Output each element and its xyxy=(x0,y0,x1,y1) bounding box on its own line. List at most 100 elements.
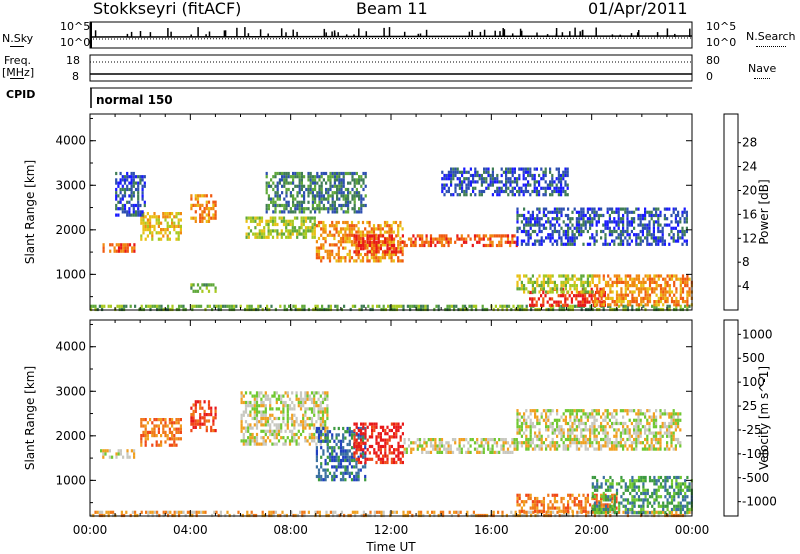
power-cell xyxy=(644,293,647,297)
power-cell xyxy=(617,242,620,246)
power-cell xyxy=(281,178,284,182)
nsky-label: N.Sky xyxy=(2,32,34,45)
velocity-cell xyxy=(171,424,174,428)
velocity-cell xyxy=(288,416,292,421)
power-cell xyxy=(564,294,567,298)
power-cell xyxy=(603,294,606,298)
power-cell xyxy=(340,171,343,176)
velocity-cell xyxy=(126,455,129,459)
power-cell xyxy=(394,220,398,225)
power-cell xyxy=(362,237,365,241)
velocity-cell xyxy=(545,428,548,432)
power-cell xyxy=(296,171,299,176)
velocity-cell xyxy=(306,394,309,398)
power-cell xyxy=(458,170,461,174)
velocity-cell xyxy=(606,421,609,426)
power-cell xyxy=(581,303,584,307)
power-cell xyxy=(644,296,647,300)
power-cell xyxy=(328,259,332,263)
power-cell xyxy=(283,304,286,308)
power-cell xyxy=(177,224,180,228)
velocity-cell xyxy=(250,510,253,514)
velocity-cell xyxy=(180,510,183,514)
velocity-cell xyxy=(337,458,340,463)
power-cell xyxy=(168,215,171,219)
power-cell xyxy=(348,249,351,253)
velocity-cell xyxy=(456,447,459,451)
velocity-cell xyxy=(210,429,213,433)
velocity-cell xyxy=(382,460,385,465)
power-cell xyxy=(644,287,647,291)
velocity-cell xyxy=(321,416,325,421)
power-cell xyxy=(461,183,464,187)
velocity-cell xyxy=(108,455,111,459)
power-cell xyxy=(513,167,516,171)
power-cell xyxy=(646,300,649,304)
velocity-cell xyxy=(317,397,320,401)
power-cell xyxy=(294,175,297,179)
velocity-cell xyxy=(242,436,245,440)
power-cell xyxy=(542,193,545,197)
power-cell xyxy=(525,217,528,221)
power-cell xyxy=(456,170,459,174)
velocity-cell xyxy=(558,431,561,435)
velocity-cell xyxy=(144,418,147,422)
velocity-cell xyxy=(274,510,277,514)
velocity-cell xyxy=(258,404,261,408)
power-cell xyxy=(527,173,530,178)
power-cell xyxy=(618,304,621,308)
power-cell xyxy=(269,219,272,223)
velocity-cell xyxy=(482,438,485,442)
power-cell xyxy=(575,277,578,281)
power-cell xyxy=(639,223,642,227)
velocity-cell xyxy=(516,447,519,451)
velocity-cell xyxy=(350,436,354,440)
power-cell xyxy=(300,181,303,185)
velocity-cell xyxy=(182,510,185,514)
velocity-cell xyxy=(324,420,327,424)
power-cell xyxy=(335,259,338,263)
power-cell xyxy=(276,171,279,176)
velocity-cell xyxy=(418,438,422,442)
power-cell xyxy=(269,216,272,220)
power-cell xyxy=(126,243,129,247)
velocity-cell xyxy=(249,413,252,417)
velocity-cell xyxy=(547,425,550,429)
power-cell xyxy=(283,203,286,208)
velocity-cell xyxy=(613,421,616,426)
power-cell xyxy=(557,167,560,171)
velocity-cell xyxy=(375,451,378,455)
velocity-cell xyxy=(516,412,519,416)
power-cell xyxy=(648,293,652,297)
velocity-cell xyxy=(399,444,402,449)
velocity-cell xyxy=(353,444,356,449)
velocity-cell xyxy=(199,403,202,407)
power-cell xyxy=(608,220,611,224)
velocity-cell xyxy=(175,418,178,422)
power-cell xyxy=(377,237,380,241)
velocity-cell xyxy=(337,426,340,431)
velocity-cell xyxy=(275,391,278,395)
power-cell xyxy=(357,246,360,250)
power-cell xyxy=(296,207,299,211)
velocity-cell xyxy=(584,444,587,448)
velocity-cell xyxy=(353,435,356,439)
velocity-cell xyxy=(210,413,213,417)
power-cell xyxy=(684,304,687,308)
power-cell xyxy=(146,234,149,238)
power-cell xyxy=(646,229,649,234)
velocity-cell xyxy=(518,441,521,445)
velocity-cell xyxy=(525,409,528,413)
power-cell xyxy=(285,219,288,223)
power-cell xyxy=(491,234,494,238)
velocity-cell xyxy=(393,448,396,452)
power-cell xyxy=(124,246,127,250)
velocity-cell xyxy=(613,441,616,445)
power-cell xyxy=(390,256,393,260)
velocity-cell xyxy=(405,447,408,451)
power-cell xyxy=(393,247,396,251)
power-cell xyxy=(137,210,140,214)
power-cell xyxy=(560,287,563,291)
velocity-cell xyxy=(205,419,208,423)
power-cell xyxy=(641,229,644,234)
